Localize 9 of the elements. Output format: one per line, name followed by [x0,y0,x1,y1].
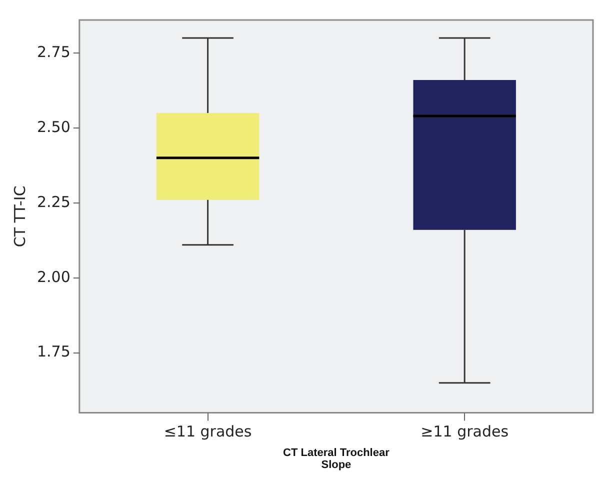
x-axis-title: CT Lateral Trochlear Slope [283,446,390,471]
x-tick-label: ≥11 grades [420,422,509,441]
y-tick-label: 2.00 [36,268,70,286]
y-tick-label: 2.50 [36,118,70,136]
y-tick-label: 1.75 [36,342,70,361]
x-tick-label: ≤11 grades [164,422,252,441]
y-tick-label: 2.25 [36,192,70,211]
y-tick-label: 2.75 [36,42,70,61]
y-axis-title: CT TT-IC [10,186,29,248]
